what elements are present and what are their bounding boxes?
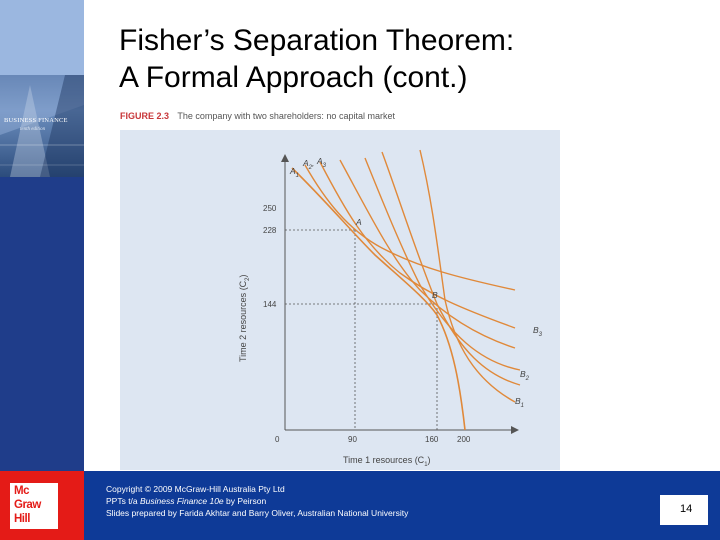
page-number-box: 14 bbox=[660, 495, 708, 525]
curve-label-a1: A1 bbox=[289, 166, 299, 179]
figure-number: FIGURE 2.3 bbox=[120, 111, 170, 121]
logo-white-box bbox=[10, 483, 58, 529]
page-number: 14 bbox=[680, 503, 693, 515]
y-tick-250: 250 bbox=[263, 204, 277, 213]
x-tick-0: 0 bbox=[275, 435, 280, 444]
curve-label-b3: B3 bbox=[533, 325, 543, 338]
logo-line-graw: Graw bbox=[14, 499, 41, 511]
logo-line-mc: Mc bbox=[14, 485, 29, 497]
footer-book-title: Business Finance 10e bbox=[140, 495, 224, 506]
footer-prepared-by: Slides prepared by Farida Akhtar and Bar… bbox=[106, 507, 409, 518]
curve-label-a3: A3 bbox=[316, 156, 327, 169]
title-line-2: A Formal Approach (cont.) bbox=[119, 61, 468, 94]
curve-label-a2: A2, bbox=[302, 158, 314, 171]
x-tick-90: 90 bbox=[348, 435, 357, 444]
logo-text: Mc Graw Hill bbox=[14, 484, 58, 526]
figure-panel: Time 2 resources (C2) Time 1 resources (… bbox=[120, 130, 560, 470]
indifference-curve-a3 bbox=[339, 159, 516, 349]
sidebar-blue-band bbox=[0, 177, 84, 471]
indifference-curve-b2 bbox=[364, 157, 521, 371]
indifference-curve-diagram: Time 2 resources (C2) Time 1 resources (… bbox=[238, 149, 543, 468]
sidebar-top-band bbox=[0, 0, 84, 75]
footer-bar: Copyright © 2009 McGraw-Hill Australia P… bbox=[84, 471, 720, 540]
curve-label-b2: B2 bbox=[520, 369, 530, 382]
footer-credits: Copyright © 2009 McGraw-Hill Australia P… bbox=[106, 484, 408, 519]
indifference-curve-b3 bbox=[381, 151, 521, 386]
y-tick-144: 144 bbox=[263, 300, 277, 309]
title-line-1: Fisher’s Separation Theorem: bbox=[119, 24, 515, 57]
cover-building-graphic bbox=[0, 75, 84, 177]
footer-ppts-line: PPTs t/a Business Finance 10e by Peirson bbox=[106, 495, 267, 506]
indifference-curve-a1 bbox=[304, 164, 516, 291]
book-cover-image: BUSINESS FINANCE tenth edition bbox=[0, 75, 84, 177]
production-frontier-curve bbox=[291, 167, 466, 431]
indifference-curve-b1 bbox=[419, 149, 516, 403]
x-tick-160: 160 bbox=[425, 435, 439, 444]
point-label-b: B bbox=[432, 290, 438, 300]
x-tick-200: 200 bbox=[457, 435, 471, 444]
point-label-a: A bbox=[355, 217, 362, 227]
logo-line-hill: Hill bbox=[14, 513, 30, 525]
cover-title: BUSINESS FINANCE bbox=[4, 117, 68, 124]
mcgraw-hill-logo: Mc Graw Hill bbox=[0, 471, 84, 540]
cover-subtitle: tenth edition bbox=[20, 127, 46, 132]
x-axis-label: Time 1 resources (C1) bbox=[343, 455, 431, 468]
figure-label: FIGURE 2.3 The company with two sharehol… bbox=[120, 111, 395, 121]
footer-copyright: Copyright © 2009 McGraw-Hill Australia P… bbox=[106, 484, 285, 494]
curve-label-b1: B1 bbox=[515, 396, 524, 409]
indifference-curve-a2 bbox=[319, 161, 516, 329]
figure-caption: The company with two shareholders: no ca… bbox=[177, 111, 395, 121]
y-tick-228: 228 bbox=[263, 226, 277, 235]
y-axis-label: Time 2 resources (C2) bbox=[238, 274, 251, 362]
slide-title: Fisher’s Separation Theorem: A Formal Ap… bbox=[119, 22, 514, 96]
sidebar: BUSINESS FINANCE tenth edition Mc Graw H… bbox=[0, 0, 84, 540]
